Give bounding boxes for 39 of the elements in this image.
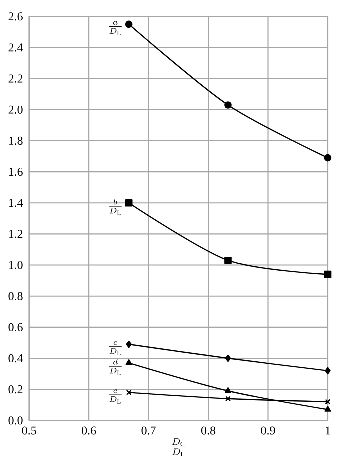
point	[325, 367, 331, 375]
y-tick-label: 0.2	[8, 386, 23, 394]
x-tick-label: 0.6	[82, 426, 96, 435]
y-tick-label: 1.4	[9, 199, 24, 208]
y-tick-label: 2.4	[8, 44, 24, 52]
y-tick-label: 0.4	[8, 354, 24, 363]
x-tick-label: 0.9	[261, 426, 276, 435]
point	[125, 199, 133, 207]
series-label: $\frac{d}{D_{\mathrm{L}}}$	[109, 359, 122, 376]
y-tick-label: 2.2	[8, 74, 23, 83]
point	[125, 20, 133, 28]
point	[224, 387, 232, 394]
y-tick-label: 2.6	[8, 12, 23, 21]
series-label: $\frac{a}{D_{\mathrm{L}}}$	[109, 21, 122, 36]
point	[225, 396, 232, 402]
y-tick-label: 1.2	[9, 230, 23, 238]
y-tick-label: 0.0	[8, 416, 23, 425]
point	[224, 102, 232, 109]
x-tick-label: 1	[326, 426, 330, 435]
point	[126, 360, 132, 366]
y-tick-label: 2.0	[8, 106, 23, 114]
point	[324, 154, 332, 162]
series-label: $\frac{c}{D_{\mathrm{L}}}$	[109, 341, 122, 356]
x-axis-title: $\frac{D_{\mathrm{C}}}{D_{\mathrm{L}}}$	[172, 438, 186, 457]
y-tick-label: 0.6	[8, 323, 23, 332]
y-tick-label: 1.8	[9, 136, 23, 146]
point	[324, 270, 332, 278]
series-label: $\frac{e}{D_{\mathrm{L}}}$	[109, 390, 122, 404]
y-tick-label: 1.0	[9, 261, 23, 270]
x-tick-label: 0.8	[201, 426, 216, 435]
point	[324, 406, 332, 412]
y-tick-label: 0.8	[8, 292, 23, 300]
y-tick-label: 1.6	[9, 168, 23, 176]
x-tick-label: 0.7	[142, 426, 156, 435]
point	[126, 340, 132, 348]
point	[225, 354, 232, 362]
series-label: $\frac{b}{D_{\mathrm{L}}}$	[109, 199, 122, 216]
point	[224, 256, 232, 264]
x-tick-label: 0.5	[22, 426, 36, 435]
